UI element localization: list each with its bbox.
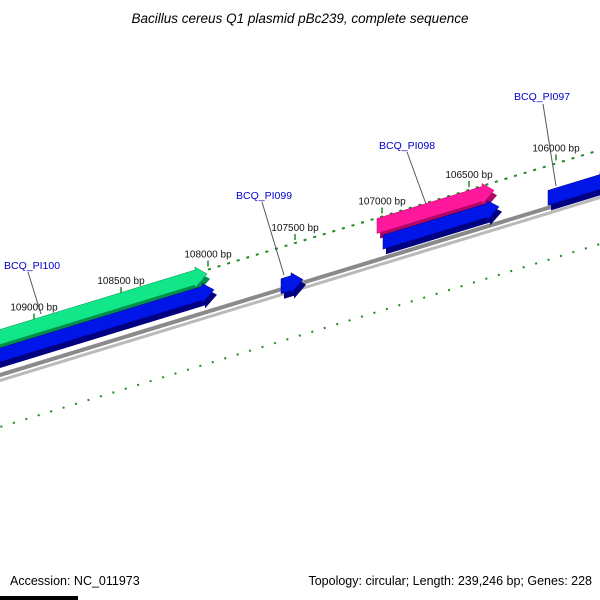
topology-label: Topology: circular; Length: 239,246 bp; … bbox=[308, 574, 592, 588]
hscrollbar-thumb[interactable] bbox=[0, 596, 78, 600]
gene-label-bcq-pi098[interactable]: BCQ_PI098 bbox=[379, 140, 435, 152]
ruler-tick-label: 109000 bp bbox=[10, 303, 58, 314]
gene-leader-line bbox=[261, 201, 285, 276]
gene-leader-line bbox=[406, 151, 427, 205]
gene-label-bcq-pi100[interactable]: BCQ_PI100 bbox=[4, 260, 60, 272]
gene-label-bcq-pi097[interactable]: BCQ_PI097 bbox=[514, 91, 570, 103]
ruler-tick-label: 108000 bp bbox=[184, 250, 232, 261]
gene-arrow-bcq-pi098[interactable] bbox=[376, 183, 495, 234]
sequence-title: Bacillus cereus Q1 plasmid pBc239, compl… bbox=[132, 11, 469, 26]
ruler-tick-label: 108500 bp bbox=[97, 276, 145, 287]
diagram-layer: 106000 bp 106500 bp 107000 bp 107500 bp 1080… bbox=[0, 91, 600, 429]
ruler-tick-label: 106500 bp bbox=[445, 170, 493, 181]
gene-arrow-bcq-pi099[interactable] bbox=[280, 272, 304, 295]
ruler-tick-label: 107000 bp bbox=[358, 196, 406, 207]
ruler-tick-label: 107500 bp bbox=[271, 223, 319, 234]
gene-arrow-bcq-pi097[interactable] bbox=[547, 171, 600, 206]
ruler-tick-label: 106000 bp bbox=[532, 143, 580, 154]
gene-arrow-bcq-pi100[interactable] bbox=[0, 282, 215, 366]
inner-tick-dots bbox=[0, 242, 600, 429]
gene-leader-line bbox=[542, 103, 557, 187]
gene-leader-line bbox=[27, 271, 42, 315]
gene-arrow-bcq-pi098[interactable] bbox=[382, 200, 500, 250]
gene-label-bcq-pi099[interactable]: BCQ_PI099 bbox=[236, 190, 292, 202]
accession-label: Accession: NC_011973 bbox=[10, 574, 140, 588]
gene-arrow-bcq-pi100[interactable] bbox=[0, 266, 208, 349]
